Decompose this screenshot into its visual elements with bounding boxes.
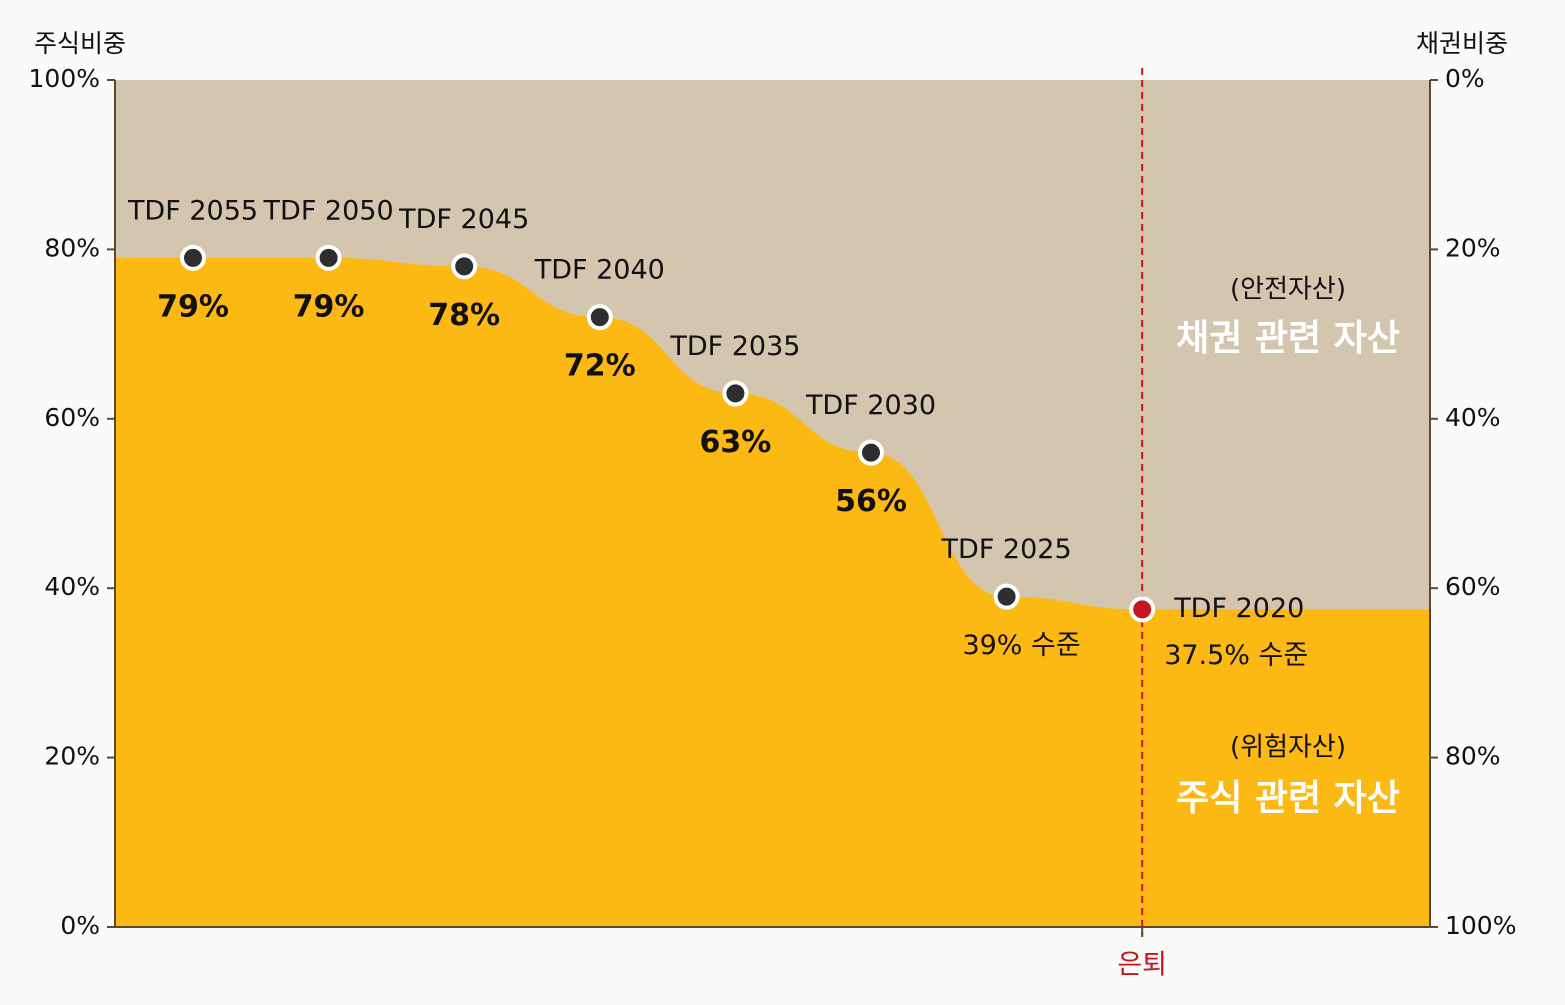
point-marker	[858, 439, 884, 466]
y-tick-label: 0%	[60, 911, 100, 940]
point-marker	[722, 380, 749, 407]
category-label: TDF 2050	[263, 195, 394, 226]
y2-tick-label: 20%	[1445, 233, 1501, 262]
point-marker	[315, 244, 342, 271]
y2-tick-label: 80%	[1445, 742, 1501, 771]
category-label: TDF 2055	[127, 195, 258, 226]
y-tick-label: 60%	[44, 403, 100, 432]
y-tick-label: 40%	[44, 572, 100, 601]
retirement-label: 은퇴	[1117, 950, 1167, 981]
y-tick-label: 80%	[44, 233, 100, 262]
category-label: TDF 2035	[669, 331, 800, 362]
annotation: (안전자산)	[1230, 275, 1346, 305]
y2-tick-label: 100%	[1445, 911, 1516, 940]
y-axis-title: 주식비중	[34, 29, 126, 58]
category-label: TDF 2045	[398, 204, 529, 235]
y-tick-label: 20%	[44, 742, 100, 771]
y2-tick-label: 40%	[1445, 403, 1501, 432]
value-label: 63%	[699, 425, 771, 460]
point-marker	[180, 244, 206, 271]
y2-axis-title: 채권비중	[1416, 29, 1508, 58]
y2-tick-label: 60%	[1445, 572, 1501, 601]
value-label: 79%	[157, 289, 229, 324]
point-marker	[993, 583, 1020, 610]
equity-area	[115, 257, 1430, 927]
point-marker	[451, 253, 478, 280]
value-label: 72%	[564, 349, 636, 384]
annotation: (위험자산)	[1230, 733, 1346, 763]
value-label: 79%	[293, 289, 365, 324]
value-label: 39% 수준	[962, 630, 1080, 661]
point-marker	[1129, 596, 1156, 623]
point-marker	[586, 304, 613, 331]
y-tick-label: 100%	[29, 64, 100, 93]
category-label: TDF 2030	[805, 390, 936, 421]
annotation: 주식 관련 자산	[1176, 778, 1400, 819]
category-label: TDF 2025	[941, 534, 1072, 565]
annotation: 채권 관련 자산	[1176, 318, 1400, 359]
category-label: TDF 2020	[1173, 593, 1304, 624]
y2-tick-label: 0%	[1445, 64, 1485, 93]
value-label: 78%	[428, 298, 500, 333]
category-label: TDF 2040	[534, 255, 665, 286]
value-label: 37.5% 수준	[1164, 640, 1308, 671]
value-label: 56%	[835, 484, 907, 519]
